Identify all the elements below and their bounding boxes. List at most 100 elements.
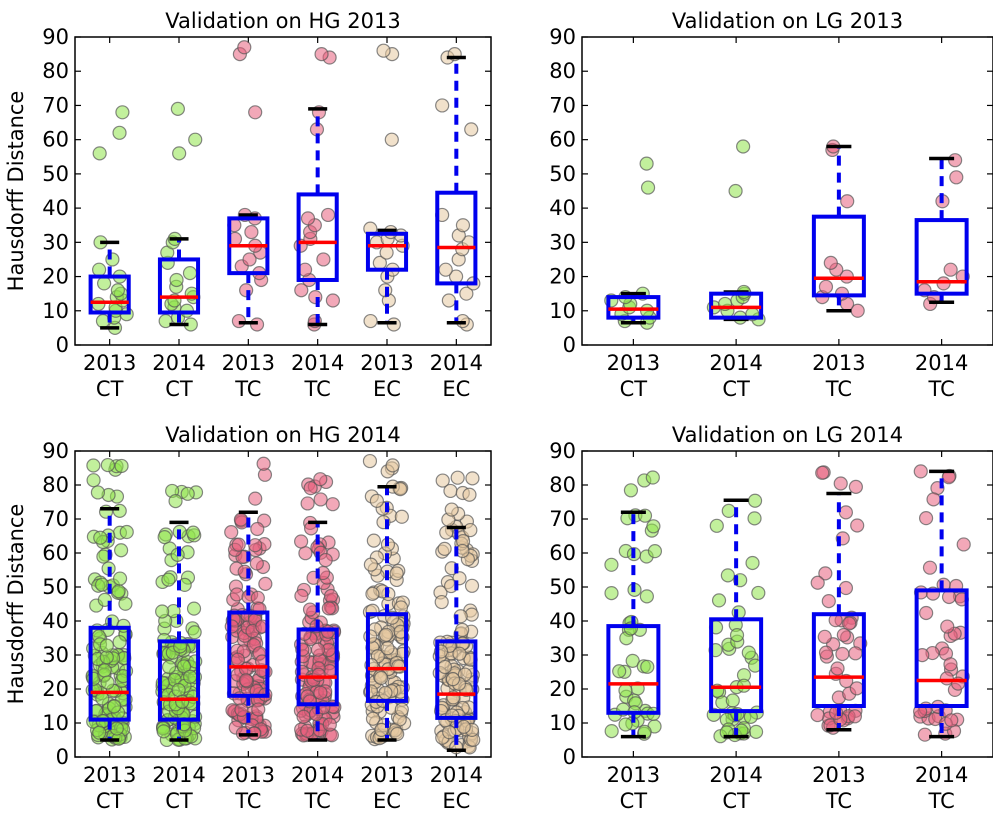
box-group: [604, 156, 661, 330]
data-point: [810, 575, 825, 590]
data-point: [365, 586, 380, 601]
data-point: [459, 286, 474, 301]
data-point: [300, 723, 315, 738]
x-tick-label-year: 2013: [360, 763, 413, 787]
y-tick-label: 80: [549, 473, 576, 497]
y-tick-label: 50: [549, 575, 576, 599]
data-point: [711, 593, 727, 608]
data-point: [294, 283, 309, 298]
y-tick-label: 40: [549, 196, 576, 220]
data-point: [443, 483, 458, 499]
x-tick-label-region: EC: [442, 377, 470, 401]
x-tick-label-year: 2014: [430, 351, 483, 375]
x-tick-label-region: CT: [620, 789, 648, 813]
y-tick-label: 0: [56, 745, 69, 769]
data-point: [463, 522, 478, 538]
box-iqr: [811, 612, 866, 709]
y-tick-label: 40: [42, 609, 69, 633]
data-point: [464, 578, 480, 593]
y-tick-label: 60: [42, 128, 69, 152]
data-point: [464, 122, 479, 137]
x-tick-label-region: TC: [304, 377, 331, 401]
chart-title: Validation on HG 2013: [165, 9, 400, 33]
x-tick-label-region: CT: [96, 789, 124, 813]
data-point: [604, 724, 619, 739]
x-tick-label-year: 2014: [915, 351, 968, 375]
data-point: [313, 492, 328, 507]
data-point: [434, 594, 449, 610]
data-point: [232, 691, 247, 706]
data-point: [374, 722, 389, 737]
y-tick-label: 50: [42, 162, 69, 186]
data-point: [830, 661, 845, 676]
data-point: [97, 663, 112, 678]
data-point: [919, 605, 934, 621]
data-point: [251, 702, 266, 717]
data-point: [835, 646, 850, 662]
box-group: [157, 101, 203, 332]
data-point: [93, 530, 108, 545]
data-point: [237, 40, 252, 55]
data-point: [452, 646, 467, 661]
data-point: [248, 105, 263, 120]
data-point: [741, 645, 756, 660]
data-point: [168, 494, 183, 509]
data-point: [618, 717, 633, 732]
data-point: [437, 659, 453, 675]
chart-title: Validation on LG 2014: [672, 423, 903, 447]
y-tick-label: 50: [42, 575, 69, 599]
data-point: [186, 601, 202, 616]
data-point: [169, 272, 184, 288]
data-point: [438, 262, 453, 277]
x-tick-label-region: CT: [620, 377, 648, 401]
data-point: [455, 218, 471, 233]
data-point: [365, 711, 381, 726]
x-tick-label-year: 2013: [607, 351, 660, 375]
data-point: [435, 98, 450, 113]
data-point: [720, 568, 735, 583]
x-tick-label-region: CT: [96, 377, 124, 401]
data-point: [100, 457, 115, 473]
data-point: [728, 183, 743, 199]
data-point: [316, 252, 331, 267]
data-point: [111, 584, 126, 599]
y-tick-label: 10: [42, 711, 69, 735]
data-point: [918, 511, 934, 526]
y-tick-label: 0: [563, 333, 576, 357]
box-group: [706, 493, 766, 744]
data-point: [115, 105, 130, 120]
x-tick-label-year: 2013: [607, 763, 660, 787]
data-point: [818, 279, 834, 294]
data-point: [943, 262, 958, 277]
data-point: [366, 533, 381, 548]
data-point: [248, 491, 263, 506]
x-tick-label-year: 2013: [812, 351, 865, 375]
data-point: [314, 47, 329, 62]
y-tick-label: 30: [42, 643, 69, 667]
data-point: [439, 525, 454, 540]
box-iqr: [365, 612, 409, 703]
y-tick-label: 30: [549, 643, 576, 667]
data-point: [751, 585, 766, 601]
x-tick-label-year: 2014: [430, 763, 483, 787]
y-tick-label: 90: [549, 25, 576, 49]
data-point: [385, 458, 400, 473]
x-tick-label-year: 2013: [222, 763, 275, 787]
data-point: [848, 479, 863, 494]
x-tick-label-year: 2014: [152, 351, 205, 375]
data-point: [745, 555, 760, 571]
data-point: [456, 719, 471, 734]
data-point: [847, 709, 863, 724]
data-point: [442, 725, 457, 740]
data-point: [323, 588, 339, 604]
data-point: [747, 511, 762, 526]
y-tick-label: 70: [42, 93, 69, 117]
box-iqr: [157, 257, 201, 315]
box-group: [293, 472, 342, 743]
data-point: [249, 556, 264, 571]
data-point: [170, 101, 185, 116]
x-tick-label-region: CT: [165, 377, 193, 401]
x-tick-label-year: 2014: [291, 763, 344, 787]
data-point: [450, 470, 465, 485]
plot-frame: [581, 450, 993, 758]
